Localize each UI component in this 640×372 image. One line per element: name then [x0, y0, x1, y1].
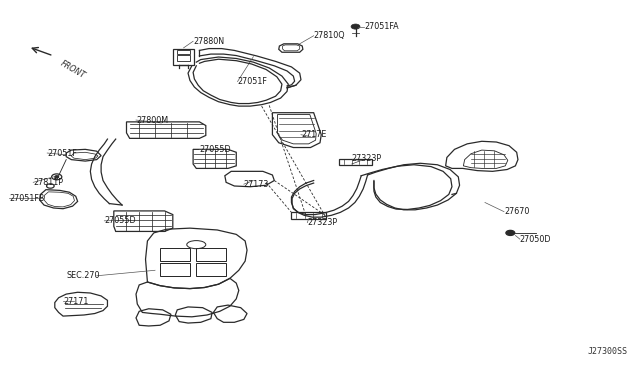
Text: 27050D: 27050D — [520, 235, 551, 244]
Text: FRONT: FRONT — [59, 58, 86, 80]
Text: 27880N: 27880N — [193, 37, 224, 46]
Circle shape — [351, 24, 360, 29]
Text: 27810Q: 27810Q — [314, 31, 346, 40]
Circle shape — [506, 230, 515, 235]
Text: 27051F: 27051F — [237, 77, 268, 86]
Text: 27800M: 27800M — [136, 116, 168, 125]
Text: 27670: 27670 — [504, 207, 529, 216]
Text: 27323P: 27323P — [307, 218, 337, 227]
Text: 27055D: 27055D — [200, 145, 231, 154]
Text: SEC.270: SEC.270 — [66, 271, 100, 280]
Text: 27173: 27173 — [244, 180, 269, 189]
Text: 27811P: 27811P — [33, 178, 63, 187]
Text: 27055D: 27055D — [104, 216, 136, 225]
Text: 27051F: 27051F — [47, 148, 77, 157]
Text: 27051FA: 27051FA — [364, 22, 399, 31]
Circle shape — [55, 176, 59, 178]
Text: 2717E: 2717E — [301, 130, 326, 139]
Text: J27300SS: J27300SS — [588, 347, 628, 356]
Text: 27323P: 27323P — [352, 154, 382, 163]
Text: 27171: 27171 — [63, 297, 88, 306]
Text: 27051FB: 27051FB — [9, 193, 45, 203]
